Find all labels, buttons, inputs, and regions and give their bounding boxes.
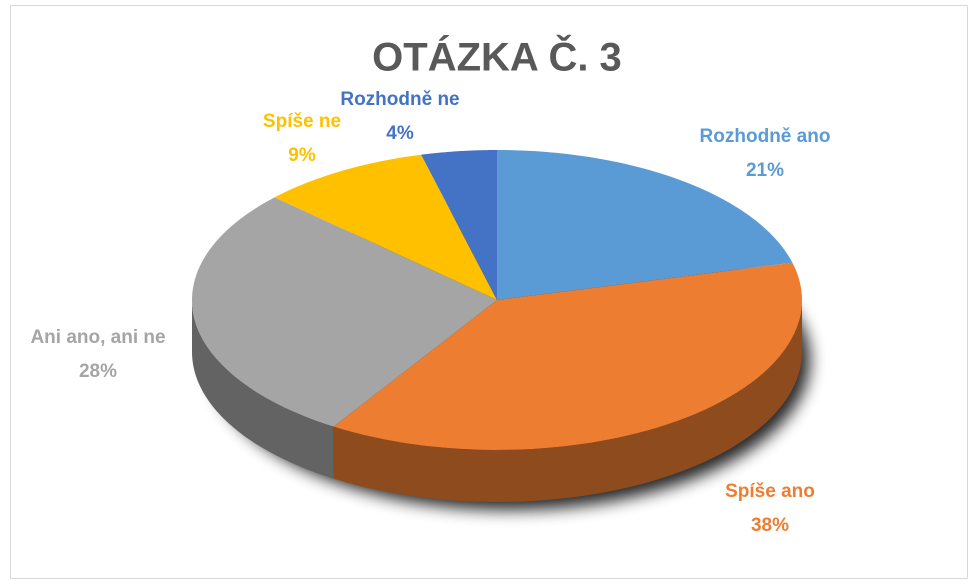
category-label: Rozhodně ne xyxy=(340,89,459,110)
value-label: 21% xyxy=(746,160,784,181)
category-label: Spíše ne xyxy=(263,111,341,132)
value-label: 28% xyxy=(79,361,117,382)
category-label: Ani ano, ani ne xyxy=(30,327,165,348)
value-label: 9% xyxy=(288,145,316,166)
pie-slice xyxy=(274,154,497,300)
slice-side xyxy=(333,300,802,502)
category-label: Rozhodně ano xyxy=(700,126,831,147)
slice-side xyxy=(192,300,334,479)
category-label: Spíše ano xyxy=(725,481,815,502)
value-label: 4% xyxy=(386,123,414,144)
pie-slice xyxy=(421,150,497,300)
pie-tops xyxy=(192,150,802,450)
chart-title: OTÁZKA Č. 3 xyxy=(372,34,622,80)
value-label: 38% xyxy=(751,515,789,536)
pie-slice xyxy=(333,262,802,450)
pie-sides xyxy=(192,300,802,502)
pie-slice xyxy=(497,150,793,300)
pie-slice xyxy=(192,197,498,427)
data-labels: Rozhodně ano 21% Spíše ano 38% Ani ano, ani … xyxy=(30,89,830,536)
